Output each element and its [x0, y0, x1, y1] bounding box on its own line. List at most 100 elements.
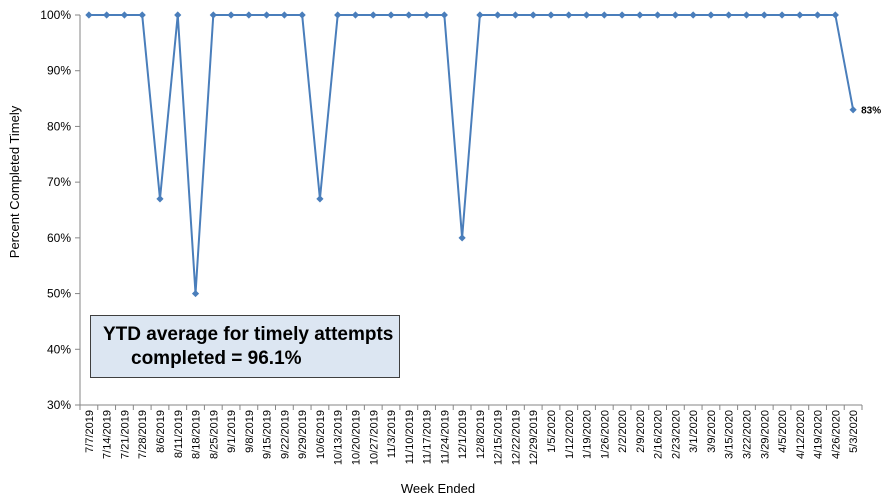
data-point	[707, 11, 715, 19]
y-axis: 30% 40% 50% 60% 70% 80% 90% 100%	[40, 8, 81, 412]
data-point	[760, 11, 768, 19]
data-point	[263, 11, 271, 19]
data-point	[689, 11, 697, 19]
x-tick-label: 9/29/2019	[297, 410, 309, 459]
x-tick-label: 9/8/2019	[244, 410, 256, 453]
data-point	[227, 11, 235, 19]
y-tick-label: 30%	[47, 398, 71, 412]
x-tick-label: 11/17/2019	[422, 410, 434, 464]
x-tick-label: 7/14/2019	[102, 410, 114, 459]
x-tick-label: 9/1/2019	[226, 410, 238, 453]
x-tick-label: 1/5/2020	[546, 410, 558, 453]
x-tick-label: 1/12/2020	[564, 410, 576, 459]
data-point	[422, 11, 431, 19]
y-tick-label: 100%	[40, 8, 71, 22]
x-tick-label: 11/10/2019	[404, 410, 416, 464]
x-tick-label: 1/19/2020	[582, 410, 594, 459]
data-point	[245, 11, 253, 19]
data-point	[494, 11, 502, 19]
x-tick-label: 12/8/2019	[475, 410, 487, 459]
data-label: 83%	[861, 106, 881, 117]
y-axis-title: Percent Completed Timely	[7, 105, 22, 258]
x-tick-label: 4/19/2020	[813, 410, 825, 459]
x-tick-label: 3/29/2020	[759, 410, 771, 459]
x-tick-label: 8/11/2019	[173, 410, 185, 458]
data-point	[671, 11, 679, 19]
series-percent-completed	[85, 11, 857, 298]
x-tick-label: 3/9/2020	[706, 410, 718, 453]
data-point	[742, 11, 751, 19]
data-point	[103, 11, 111, 19]
data-point	[849, 106, 857, 114]
data-point	[813, 11, 822, 19]
data-point	[547, 11, 555, 19]
x-tick-label: 7/28/2019	[137, 410, 149, 459]
x-tick-label: 2/23/2020	[670, 410, 682, 459]
x-tick-label: 12/1/2019	[457, 410, 469, 459]
data-point	[458, 234, 466, 242]
data-point	[120, 11, 129, 19]
data-point	[476, 11, 484, 19]
data-point	[405, 11, 413, 19]
data-point	[209, 11, 217, 19]
data-point	[369, 11, 377, 19]
data-point	[156, 195, 164, 203]
data-point	[298, 11, 306, 19]
data-point	[831, 11, 839, 19]
x-tick-label: 4/26/2020	[830, 410, 842, 459]
callout-line-2: completed = 96.1%	[131, 348, 302, 369]
x-tick-label: 12/29/2019	[528, 410, 540, 465]
x-tick-label: 2/2/2020	[617, 410, 629, 453]
data-labels: 83%	[861, 106, 881, 117]
data-point	[600, 11, 608, 19]
x-tick-label: 10/27/2019	[368, 410, 380, 465]
x-tick-label: 10/13/2019	[333, 410, 345, 465]
x-tick-label: 4/5/2020	[777, 410, 789, 453]
y-tick-label: 90%	[47, 64, 71, 78]
data-point	[529, 11, 537, 19]
data-point	[351, 11, 360, 19]
data-point	[796, 11, 804, 19]
x-tick-label: 3/22/2020	[741, 410, 753, 459]
data-point	[565, 11, 573, 19]
x-tick-label: 10/20/2019	[350, 410, 362, 465]
data-point	[582, 11, 591, 19]
y-tick-label: 60%	[47, 231, 71, 245]
x-tick-label: 2/9/2020	[635, 410, 647, 453]
x-axis-title: Week Ended	[401, 481, 475, 495]
data-point	[387, 11, 395, 19]
x-tick-label: 7/7/2019	[84, 410, 96, 453]
x-tick-label: 11/24/2019	[439, 410, 451, 464]
data-point	[138, 11, 146, 19]
x-tick-label: 8/18/2019	[191, 410, 203, 459]
x-tick-label: 1/26/2020	[599, 410, 611, 459]
x-axis: 7/7/2019 7/14/2019 7/21/2019 7/28/2019 8/6/2…	[79, 404, 863, 465]
data-point	[334, 11, 342, 19]
data-point	[85, 11, 93, 19]
x-tick-label: 3/1/2020	[688, 410, 700, 453]
data-point	[440, 11, 448, 19]
x-tick-label: 3/15/2020	[724, 410, 736, 459]
data-point	[618, 11, 626, 19]
y-tick-label: 40%	[47, 342, 71, 356]
y-tick-label: 80%	[47, 119, 71, 133]
data-point	[316, 195, 324, 203]
data-point	[174, 11, 182, 19]
x-tick-label: 4/12/2020	[795, 410, 807, 459]
x-tick-label: 7/21/2019	[119, 410, 131, 459]
x-tick-label: 10/6/2019	[315, 410, 327, 459]
callout-line-1: YTD average for timely attempts	[103, 324, 394, 345]
data-point	[725, 11, 733, 19]
series-line	[88, 14, 855, 295]
data-point	[636, 11, 644, 19]
x-tick-label: 8/6/2019	[155, 410, 167, 453]
x-tick-label: 8/25/2019	[208, 410, 220, 459]
data-point	[654, 11, 662, 19]
data-point	[280, 11, 288, 19]
y-tick-label: 50%	[47, 287, 71, 301]
data-point	[191, 289, 200, 298]
x-tick-label: 2/16/2020	[653, 410, 665, 459]
x-tick-label: 11/3/2019	[386, 410, 398, 458]
x-tick-label: 9/15/2019	[262, 410, 274, 459]
y-tick-label: 70%	[47, 175, 71, 189]
